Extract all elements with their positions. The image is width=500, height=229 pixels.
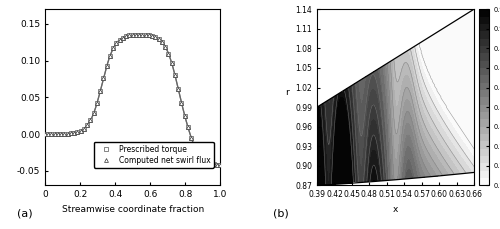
Computed net swirl flux — [214, 163, 220, 166]
Computed net swirl flux — [136, 33, 142, 36]
Computed net swirl flux — [42, 133, 48, 135]
Text: (b): (b) — [273, 208, 289, 218]
Computed net swirl flux — [62, 132, 68, 135]
Computed net swirl flux — [84, 124, 90, 127]
Prescribed torque — [107, 55, 113, 57]
Computed net swirl flux — [218, 163, 224, 166]
Prescribed torque — [218, 163, 224, 166]
Computed net swirl flux — [107, 55, 113, 57]
Prescribed torque — [136, 33, 142, 36]
Line: Computed net swirl flux: Computed net swirl flux — [43, 33, 222, 167]
X-axis label: Streamwise coordinate fraction: Streamwise coordinate fraction — [62, 205, 204, 214]
Prescribed torque — [74, 131, 80, 134]
Prescribed torque — [42, 133, 48, 135]
Legend: Prescribed torque, Computed net swirl flux: Prescribed torque, Computed net swirl fl… — [94, 142, 214, 168]
X-axis label: x: x — [393, 205, 398, 214]
Prescribed torque — [62, 132, 68, 135]
Text: (a): (a) — [17, 208, 32, 218]
Computed net swirl flux — [201, 160, 207, 162]
Line: Prescribed torque: Prescribed torque — [43, 33, 222, 167]
Prescribed torque — [201, 160, 207, 162]
Computed net swirl flux — [74, 131, 80, 134]
Y-axis label: r: r — [285, 88, 288, 97]
Prescribed torque — [84, 124, 90, 127]
Prescribed torque — [214, 163, 220, 166]
